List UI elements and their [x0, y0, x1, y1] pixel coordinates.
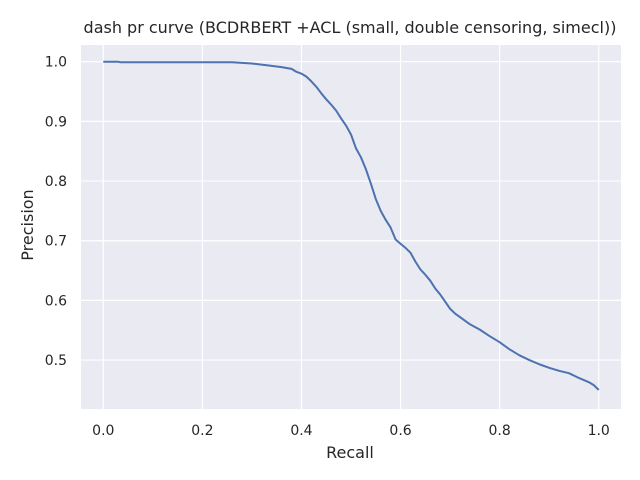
- x-tick-label: 0.8: [488, 423, 510, 439]
- x-tick-labels: 0.0 0.2 0.4 0.6 0.8 1.0: [92, 423, 610, 439]
- x-tick-label: 0.4: [290, 423, 312, 439]
- chart-title: dash pr curve (BCDRBERT +ACL (small, dou…: [84, 18, 617, 37]
- x-tick-label: 0.6: [389, 423, 411, 439]
- y-tick-label: 0.9: [45, 114, 67, 130]
- y-tick-label: 0.7: [45, 234, 67, 250]
- x-axis-label: Recall: [326, 443, 374, 462]
- x-tick-label: 0.0: [92, 423, 114, 439]
- x-tick-label: 1.0: [588, 423, 610, 439]
- x-tick-label: 0.2: [191, 423, 213, 439]
- y-tick-label: 0.6: [45, 293, 67, 309]
- y-tick-label: 0.5: [45, 353, 67, 369]
- y-tick-label: 1.0: [45, 55, 67, 71]
- y-tick-label: 0.8: [45, 174, 67, 190]
- y-tick-labels: 0.5 0.6 0.7 0.8 0.9 1.0: [45, 55, 67, 369]
- plot-area: [81, 45, 621, 409]
- y-axis-label: Precision: [18, 189, 37, 260]
